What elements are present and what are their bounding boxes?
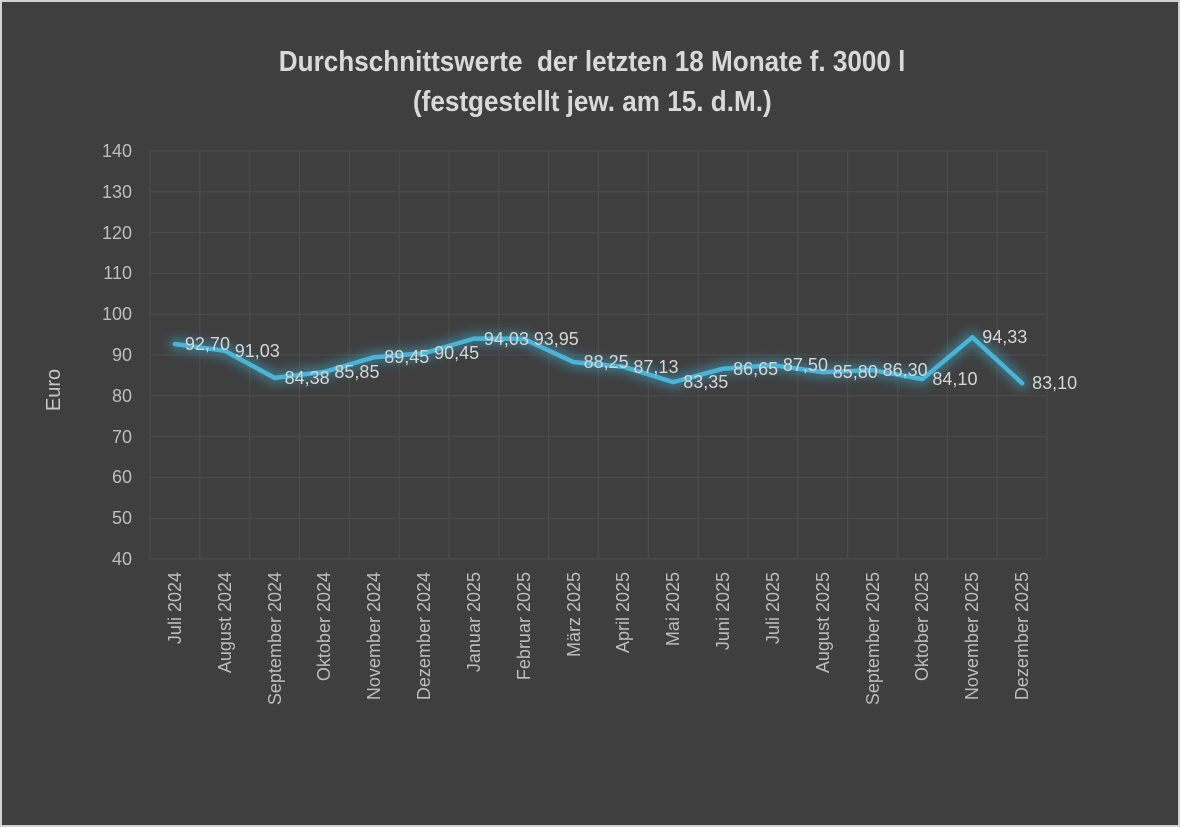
x-axis-label: November 2024 [364, 572, 385, 701]
data-label: 94,33 [982, 327, 1028, 348]
data-label: 85,85 [334, 361, 380, 382]
data-label: 90,45 [434, 343, 480, 364]
data-label: 86,65 [733, 358, 779, 379]
data-label: 86,30 [882, 360, 928, 381]
y-axis-tick-label: 60 [111, 467, 132, 488]
y-axis-tick-label: 130 [101, 181, 132, 202]
x-axis-label: Oktober 2024 [314, 572, 335, 682]
x-axis-label: September 2024 [264, 572, 285, 706]
data-label: 89,45 [384, 347, 430, 368]
data-label: 93,95 [533, 328, 579, 349]
y-axis-tick-label: 110 [103, 263, 132, 284]
x-axis-label: Juli 2025 [762, 572, 783, 645]
data-label: 94,03 [483, 328, 529, 349]
y-axis-tick-label: 120 [101, 222, 132, 243]
y-axis-tick-label: 100 [101, 304, 132, 325]
x-axis-label: Juni 2025 [713, 572, 734, 651]
x-axis-label: März 2025 [563, 572, 584, 658]
x-axis-label: Mai 2025 [663, 572, 684, 647]
x-axis-label: August 2025 [812, 572, 833, 674]
data-label: 84,38 [284, 367, 330, 388]
y-axis-tick-label: 140 [101, 141, 132, 161]
x-axis-label: September 2025 [862, 572, 883, 706]
data-label: 83,10 [1032, 373, 1078, 394]
data-label: 88,25 [583, 352, 629, 373]
x-axis-label: Dezember 2024 [414, 572, 435, 701]
x-axis-label: Oktober 2025 [912, 572, 933, 682]
x-axis-label: November 2025 [962, 572, 983, 701]
data-label: 85,80 [832, 362, 878, 383]
x-axis-label: Februar 2025 [513, 572, 534, 681]
data-label: 87,13 [633, 356, 679, 377]
x-axis-label: Juli 2024 [164, 572, 185, 645]
x-axis-label: Januar 2025 [463, 572, 484, 673]
x-axis-label: August 2024 [214, 572, 235, 674]
y-axis-tick-label: 40 [111, 549, 132, 569]
data-label: 83,35 [683, 372, 729, 393]
data-label: 84,10 [932, 369, 978, 390]
y-axis-tick-label: 50 [111, 508, 132, 529]
y-axis-tick-label: 80 [111, 385, 132, 406]
x-axis-label: April 2025 [613, 572, 634, 654]
y-axis-tick-label: 70 [111, 426, 132, 447]
gridlines [149, 150, 1048, 560]
series-line [172, 335, 1025, 386]
data-label: 87,50 [782, 355, 828, 376]
y-axis-tick-label: 90 [111, 345, 132, 365]
x-axis-label: Dezember 2025 [1012, 572, 1033, 701]
data-label: 92,70 [184, 333, 230, 354]
data-label: 91,03 [234, 340, 280, 361]
